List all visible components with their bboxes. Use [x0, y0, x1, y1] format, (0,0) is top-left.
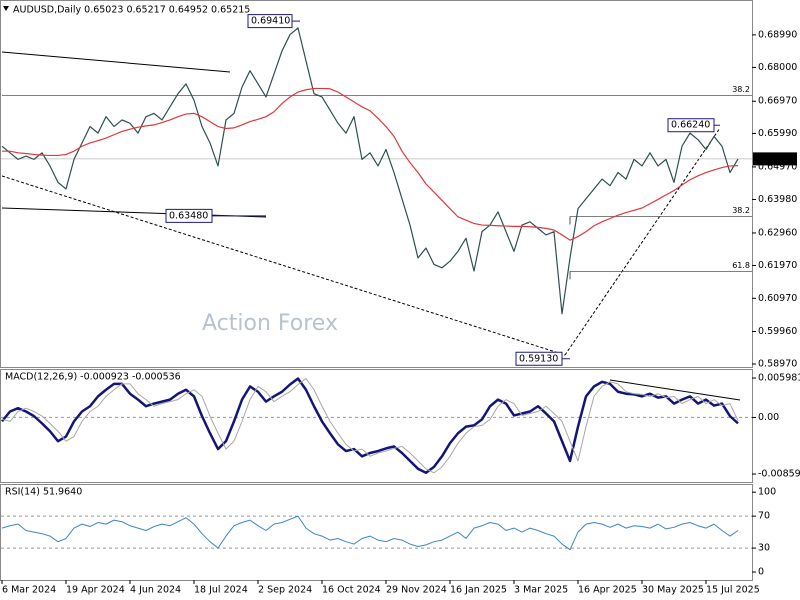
x-tick-label: 6 Mar 2024 — [2, 585, 56, 596]
y-tick-label: 0.64970 — [758, 161, 797, 172]
y-tick-label: 70 — [758, 511, 770, 522]
y-tick-label: 0.68000 — [758, 62, 797, 73]
y-tick-label: 0.62960 — [758, 227, 797, 238]
y-tick-label: 0.58970 — [758, 359, 797, 370]
y-tick-label: 0.65990 — [758, 128, 797, 139]
extreme-label: 0.66240 — [671, 120, 710, 131]
y-tick-label: 0.61970 — [758, 260, 797, 271]
x-tick-label: 19 Apr 2024 — [66, 585, 125, 596]
macd-title: MACD(12,26,9) -0.000923 -0.000536 — [5, 372, 181, 383]
rsi-panel — [0, 484, 753, 581]
y-tick-label: 0.66970 — [758, 96, 797, 107]
trendline — [564, 127, 721, 356]
y-tick-label: 0.68990 — [758, 29, 797, 40]
chart-title: AUDUSD,Daily 0.65023 0.65217 0.64952 0.6… — [13, 5, 250, 16]
fib-label: 38.2 — [732, 85, 750, 94]
trendline — [1, 51, 231, 73]
rsi-title: RSI(14) 51.9640 — [5, 487, 82, 498]
x-tick-label: 16 Jan 2025 — [450, 585, 507, 596]
price-panel — [0, 0, 753, 368]
extreme-box — [247, 14, 293, 29]
last-price-box — [753, 152, 797, 166]
extreme-label: 0.59130 — [519, 353, 558, 364]
y-tick-label: 0.60970 — [758, 293, 797, 304]
series-line — [1, 27, 739, 315]
x-tick-label: 3 Mar 2025 — [514, 585, 568, 596]
y-tick-label: 30 — [758, 543, 770, 554]
x-tick-label: 30 May 2025 — [642, 585, 704, 596]
x-tick-label: 16 Oct 2024 — [322, 585, 381, 596]
y-tick-label: 0.59960 — [758, 326, 797, 337]
extreme-label: 0.63480 — [169, 210, 208, 221]
x-tick-label: 2 Sep 2024 — [258, 585, 312, 596]
y-tick-label: 0.00 — [758, 412, 779, 423]
panel-icon — [3, 6, 9, 11]
fib-label: 38.2 — [732, 206, 750, 215]
trendline — [1, 175, 566, 356]
y-tick-label: 0 — [758, 567, 764, 578]
x-tick-label: 15 Jul 2025 — [706, 585, 760, 596]
last-price-label: 0.65215 — [756, 153, 795, 164]
y-tick-label: 0.63980 — [758, 194, 797, 205]
extreme-label: 0.69410 — [251, 16, 290, 27]
series-line — [1, 377, 739, 475]
x-tick-label: 16 Apr 2025 — [578, 585, 637, 596]
fib-label: 61.8 — [732, 261, 750, 270]
x-tick-label: 18 Jul 2024 — [194, 585, 248, 596]
macd-panel — [0, 369, 753, 483]
series-line — [1, 515, 739, 551]
x-tick-label: 4 Jun 2024 — [130, 585, 181, 596]
x-tick-label: 29 Nov 2024 — [386, 585, 447, 596]
watermark: Action Forex — [202, 311, 338, 336]
y-tick-label: 100 — [758, 487, 776, 498]
extreme-box — [165, 208, 213, 223]
y-tick-label: -0.00859 — [758, 469, 800, 480]
extreme-box — [667, 118, 715, 133]
trendline — [609, 379, 741, 401]
series-line — [1, 378, 739, 474]
extreme-box — [515, 351, 563, 366]
series-line — [2, 87, 739, 241]
y-tick-label: 0.005981 — [758, 373, 800, 384]
